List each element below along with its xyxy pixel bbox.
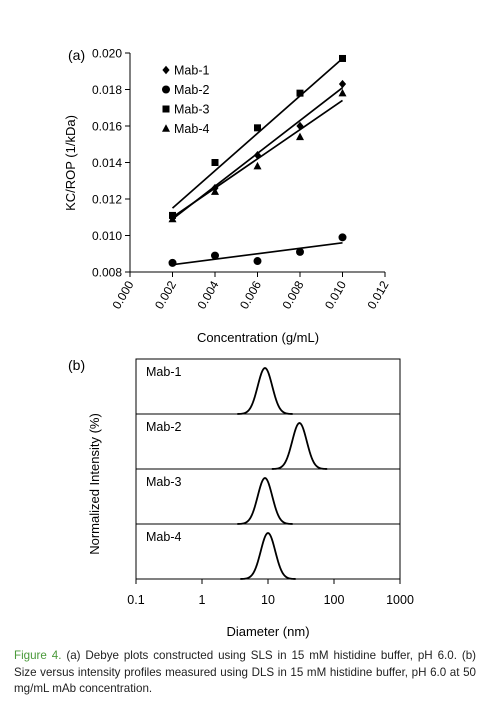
y-axis-ticks: 0.008 0.010 0.012 0.014 0.016 0.018 0.020 [92, 47, 130, 280]
legend-label: Mab-3 [174, 103, 209, 117]
y-tick-label: 0.016 [92, 120, 122, 134]
x-tick-label: 0.000 [109, 278, 136, 311]
x-axis-label: Diameter (nm) [226, 624, 309, 639]
point-mab-1 [296, 121, 304, 131]
y-tick-label: 0.018 [92, 83, 122, 97]
point-mab-2 [168, 258, 177, 267]
intensity-curve-mab-4 [240, 532, 296, 580]
x-tick-label: 1 [199, 593, 206, 607]
point-mab-2 [211, 251, 219, 260]
point-mab-4 [253, 161, 262, 170]
x-tick-label: 1000 [386, 593, 414, 607]
point-mab-3 [211, 159, 219, 166]
legend-label: Mab-2 [174, 83, 209, 97]
panel-a-label: (a) [68, 47, 85, 63]
point-mab-1 [338, 79, 347, 89]
x-tick-label: 0.010 [322, 278, 349, 311]
legend-label: Mab-4 [174, 122, 209, 136]
data-points [168, 54, 347, 267]
point-mab-4 [338, 88, 347, 97]
trendline-mab-3 [171, 57, 344, 209]
x-tick-label: 0.012 [364, 278, 391, 311]
x-tick-label: 0.008 [279, 278, 306, 311]
x-tick-label: 0.1 [127, 593, 144, 607]
subpanel-label: Mab-3 [146, 475, 181, 489]
trendline-mab-2 [172, 241, 343, 266]
y-axis-label: KC/ROP (1/kDa) [63, 115, 78, 211]
x-tick-label: 0.006 [237, 278, 264, 311]
stacked-subpanels: Mab-1 Mab-2 Mab-3 Mab-4 [135, 358, 401, 580]
caption-label: Figure 4. [14, 649, 62, 662]
x-tick-label: 10 [261, 593, 275, 607]
point-mab-3 [339, 54, 346, 62]
y-axis-label: Normalized Intensity (%) [87, 413, 102, 555]
legend-marker [162, 124, 170, 132]
legend-marker [162, 85, 170, 94]
legend-marker [162, 105, 170, 113]
figure-caption: Figure 4. (a) Debye plots constructed us… [14, 648, 476, 698]
figure: (a) 0.0080.0100.0120.0140.0160.0180.020 … [63, 47, 414, 640]
y-tick-label: 0.020 [92, 47, 122, 61]
intensity-curve-mab-1 [237, 367, 293, 415]
point-mab-4 [168, 214, 177, 223]
x-axis-ticks: 0.000 0.002 0.004 0.006 0.008 0.010 0.012 [109, 272, 392, 312]
x-axis-ticks: 0.1 1 10 100 1000 [127, 579, 414, 607]
debye-plot-panel: (a) 0.0080.0100.0120.0140.0160.0180.020 … [63, 47, 392, 346]
y-tick-label: 0.014 [92, 156, 122, 170]
point-mab-3 [254, 124, 261, 132]
x-tick-label: 0.004 [194, 278, 221, 311]
y-tick-label: 0.010 [92, 229, 122, 243]
x-axis-label: Concentration (g/mL) [197, 330, 319, 345]
y-tick-label: 0.008 [92, 266, 122, 280]
subpanel-label: Mab-4 [146, 530, 181, 544]
point-mab-3 [296, 89, 304, 97]
subpanel-label: Mab-2 [146, 420, 181, 434]
point-mab-4 [211, 187, 219, 195]
legend-label: Mab-1 [174, 64, 209, 78]
dls-profiles-panel: (b) Mab-1 Mab-2 Mab-3 Mab-4 0.1 1 10 100 1000 N… [68, 357, 414, 639]
caption-text: (a) Debye plots constructed using SLS in… [14, 649, 476, 695]
point-mab-1 [253, 151, 262, 160]
intensity-curve-mab-2 [271, 422, 328, 470]
legend: Mab-1 Mab-2 Mab-3 Mab-4 [162, 64, 209, 136]
legend-marker [162, 65, 170, 75]
point-mab-2 [296, 247, 304, 256]
point-mab-4 [296, 132, 304, 141]
x-tick-label: 0.002 [152, 278, 179, 311]
point-mab-2 [338, 233, 347, 242]
subpanel-label: Mab-1 [146, 365, 181, 379]
intensity-curve-mab-3 [237, 477, 293, 525]
x-tick-label: 100 [324, 593, 345, 607]
y-tick-label: 0.012 [92, 193, 122, 207]
panel-b-label: (b) [68, 357, 85, 373]
point-mab-2 [253, 257, 262, 266]
